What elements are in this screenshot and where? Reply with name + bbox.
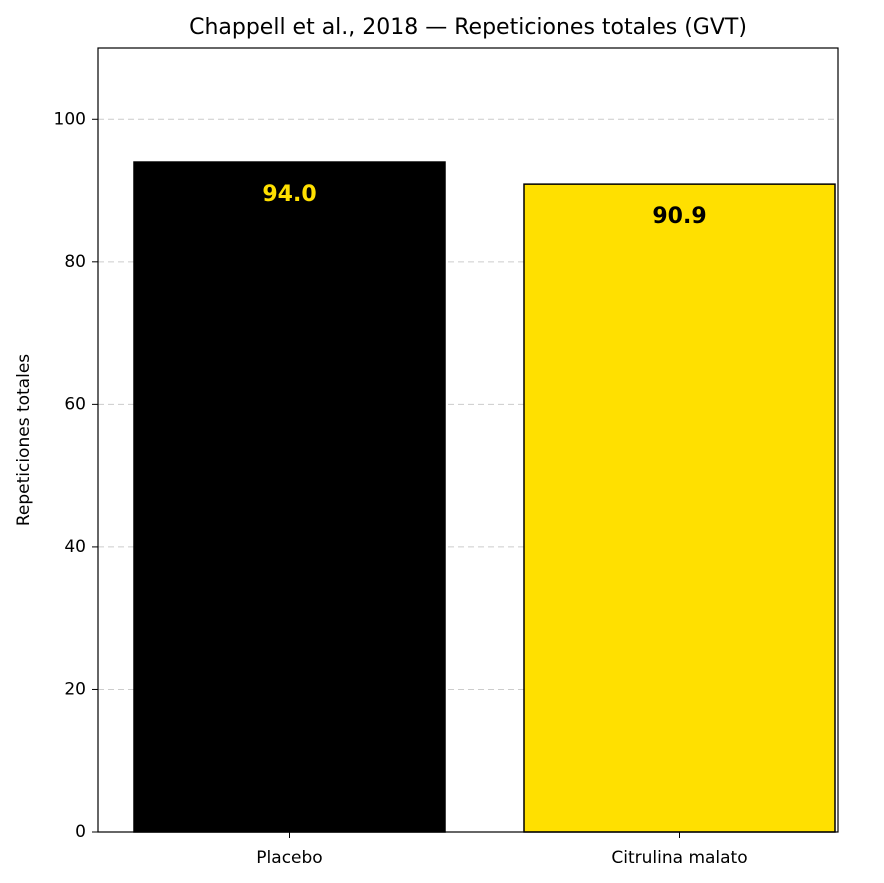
- y-tick-label: 20: [64, 679, 86, 699]
- y-tick-label: 0: [75, 822, 86, 842]
- plot-frame: [97, 47, 839, 833]
- y-tick-label: 100: [54, 109, 86, 129]
- x-tick-label: Placebo: [256, 848, 322, 868]
- bar: [523, 183, 836, 833]
- y-tick-label: 40: [64, 537, 86, 557]
- y-tick-label: 60: [64, 394, 86, 414]
- y-axis-label: Repeticiones totales: [14, 354, 34, 526]
- value-label: 90.9: [652, 204, 706, 229]
- x-tick-label: Citrulina malato: [611, 848, 747, 868]
- chart-title: Chappell et al., 2018 — Repeticiones tot…: [189, 15, 747, 40]
- bar: [133, 161, 446, 833]
- y-tick-label: 80: [64, 252, 86, 272]
- value-label: 94.0: [262, 182, 316, 207]
